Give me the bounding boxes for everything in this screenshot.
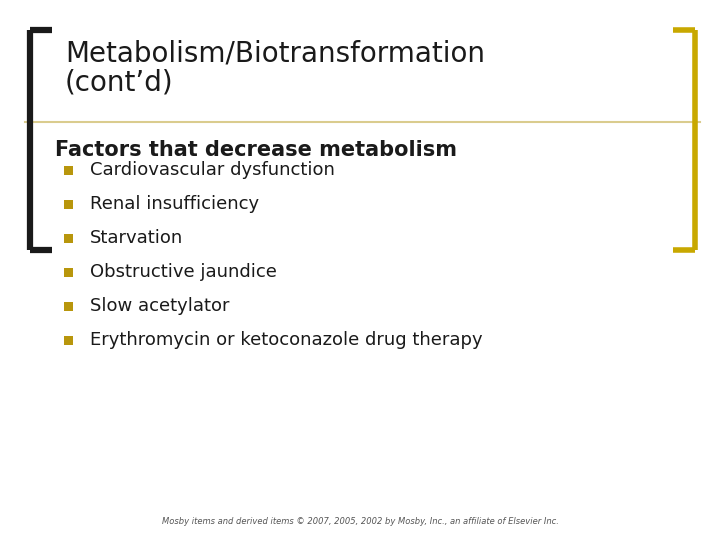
Text: Cardiovascular dysfunction: Cardiovascular dysfunction (90, 161, 335, 179)
Text: Mosby items and derived items © 2007, 2005, 2002 by Mosby, Inc., an affiliate of: Mosby items and derived items © 2007, 20… (161, 517, 559, 526)
Text: (cont’d): (cont’d) (65, 68, 174, 96)
Text: Erythromycin or ketoconazole drug therapy: Erythromycin or ketoconazole drug therap… (90, 331, 482, 349)
FancyBboxPatch shape (63, 335, 73, 345)
Text: Obstructive jaundice: Obstructive jaundice (90, 263, 277, 281)
Text: Factors that decrease metabolism: Factors that decrease metabolism (55, 140, 457, 160)
FancyBboxPatch shape (63, 199, 73, 208)
FancyBboxPatch shape (63, 233, 73, 242)
Text: Slow acetylator: Slow acetylator (90, 297, 230, 315)
Text: Renal insufficiency: Renal insufficiency (90, 195, 259, 213)
Text: Metabolism/Biotransformation: Metabolism/Biotransformation (65, 40, 485, 68)
FancyBboxPatch shape (63, 301, 73, 310)
FancyBboxPatch shape (63, 165, 73, 174)
Text: Starvation: Starvation (90, 229, 184, 247)
FancyBboxPatch shape (63, 267, 73, 276)
